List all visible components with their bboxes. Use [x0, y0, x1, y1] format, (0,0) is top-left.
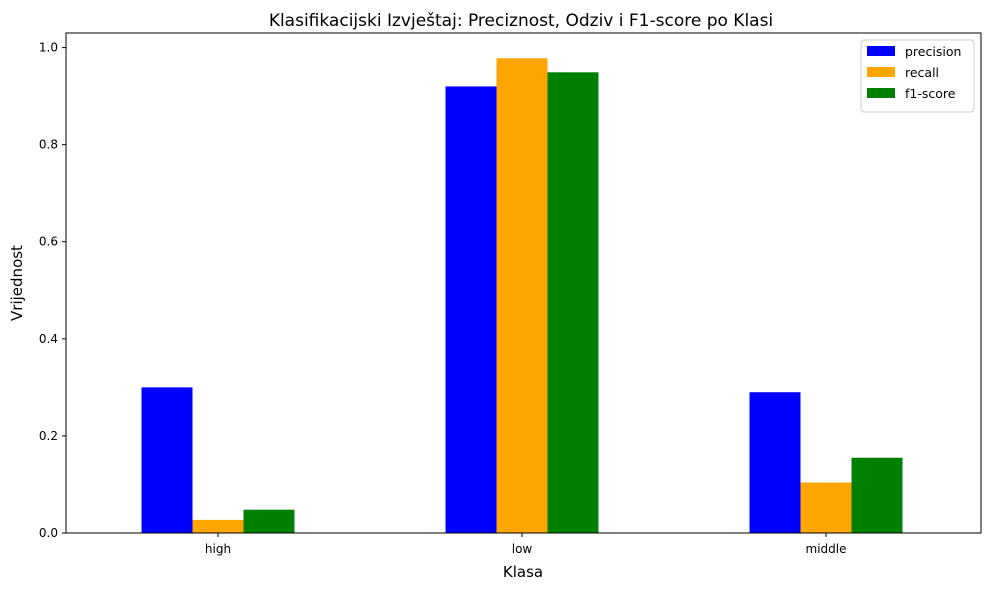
y-axis-label: Vrijednost — [8, 245, 26, 321]
bar-recall-middle — [800, 482, 852, 533]
y-tick-label: 0.8 — [39, 138, 58, 152]
legend-swatch-recall — [867, 67, 895, 77]
y-tick-label: 1.0 — [39, 41, 58, 55]
y-tick-label: 0.6 — [39, 235, 58, 249]
x-tick-label-high: high — [205, 542, 231, 556]
y-tick-label: 0.4 — [39, 332, 58, 346]
x-tick-label-middle: middle — [806, 542, 847, 556]
bar-f1-score-middle — [851, 457, 903, 533]
bar-precision-middle — [749, 392, 801, 533]
bar-precision-low — [445, 86, 497, 533]
chart-title: Klasifikacijski Izvještaj: Preciznost, O… — [269, 11, 773, 31]
plot-area — [65, 32, 982, 534]
bar-recall-high — [192, 519, 244, 533]
y-tick-label: 0.0 — [39, 526, 58, 540]
x-tick-label-low: low — [512, 542, 533, 556]
y-tick-label: 0.2 — [39, 429, 58, 443]
bar-precision-high — [141, 387, 193, 533]
y-axis: 0.0 0.2 0.4 0.6 0.8 1.0 — [39, 41, 66, 540]
legend-swatch-precision — [867, 46, 895, 56]
bar-f1-score-low — [547, 72, 599, 534]
bar-recall-low — [496, 58, 548, 534]
bars-group — [141, 58, 903, 534]
legend-swatch-f1-score — [867, 88, 895, 98]
legend-label-precision: precision — [905, 44, 961, 59]
legend-label-recall: recall — [905, 65, 939, 80]
bar-f1-score-high — [243, 509, 295, 533]
x-axis: high low middle — [205, 533, 847, 556]
x-axis-label: Klasa — [503, 563, 543, 581]
plot-frame — [65, 32, 982, 534]
legend-label-f1-score: f1-score — [905, 86, 956, 101]
legend: precision recall f1-score — [860, 39, 975, 113]
